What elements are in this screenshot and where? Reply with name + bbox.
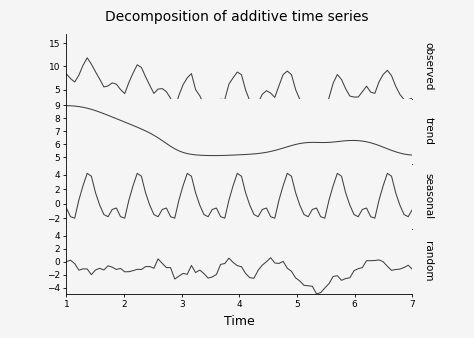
Y-axis label: random: random	[423, 241, 434, 282]
Y-axis label: trend: trend	[423, 118, 434, 145]
X-axis label: Time: Time	[224, 315, 255, 328]
Text: Decomposition of additive time series: Decomposition of additive time series	[105, 10, 369, 24]
Y-axis label: observed: observed	[423, 42, 434, 91]
Y-axis label: seasonal: seasonal	[423, 173, 434, 219]
